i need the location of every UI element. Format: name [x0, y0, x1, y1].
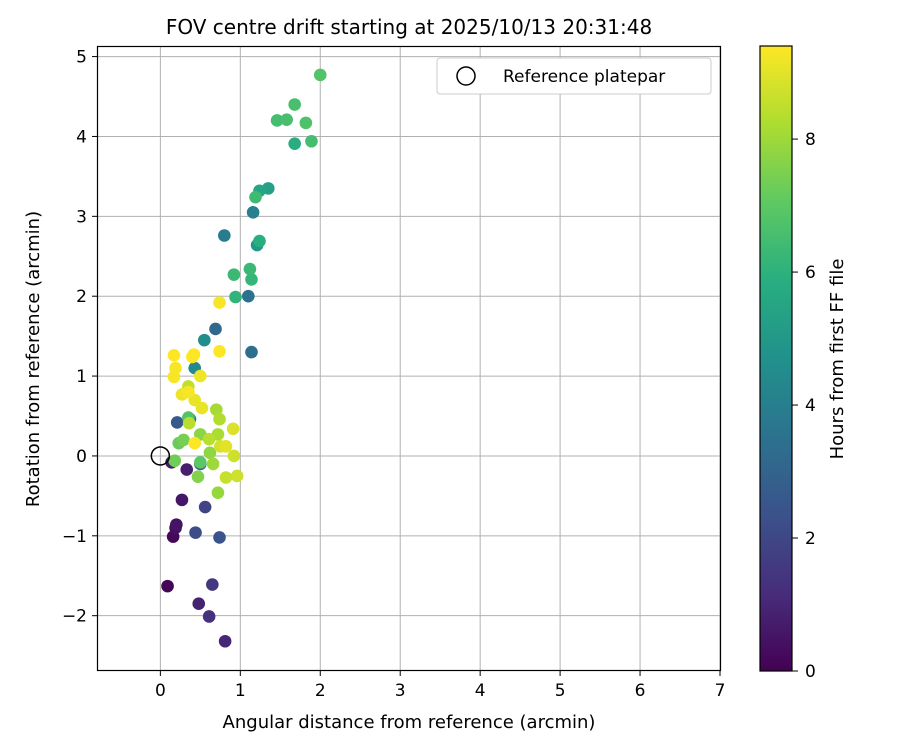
data-point [218, 634, 232, 648]
colorbar-tick-label: 4 [805, 396, 816, 416]
data-point [218, 229, 231, 242]
x-tick-label: 2 [315, 681, 326, 701]
y-axis-label: Rotation from reference (arcmin) [23, 211, 44, 507]
data-point [249, 190, 262, 204]
data-point [246, 206, 260, 219]
reference-platepar-marker [150, 446, 171, 466]
data-point [198, 500, 212, 514]
data-point [211, 486, 225, 499]
colorbar-tick-label: 8 [805, 130, 816, 150]
x-tick-label: 5 [555, 681, 566, 701]
data-point [170, 416, 184, 429]
colorbar-gradient [759, 45, 793, 672]
colorbar: 0 2 4 6 8 Hours from first FF file [759, 45, 848, 682]
data-point [299, 116, 313, 130]
data-point [168, 454, 182, 468]
data-point [169, 361, 182, 375]
plot-frame [96, 45, 722, 672]
x-tick-label: 7 [715, 681, 726, 701]
data-point [191, 470, 205, 484]
data-point [226, 422, 240, 436]
data-point [210, 403, 223, 416]
data-point [213, 296, 226, 309]
data-point [270, 114, 284, 127]
y-axis-ticks: −2 −1 0 1 2 3 4 5 [62, 48, 98, 627]
legend-box [436, 57, 712, 95]
data-point [189, 526, 202, 539]
y-tick-label: −2 [62, 607, 87, 627]
data-point [305, 134, 318, 148]
data-point [194, 456, 207, 469]
x-tick-label: 6 [635, 681, 646, 701]
data-point [188, 436, 202, 450]
y-tick-label: 4 [76, 127, 87, 147]
y-tick-label: 0 [76, 447, 87, 467]
data-point [192, 597, 206, 611]
colorbar-tick-label: 2 [805, 529, 816, 549]
data-point [219, 440, 233, 453]
y-tick-label: 3 [76, 207, 87, 227]
x-tick-label: 4 [475, 681, 486, 701]
data-point [182, 385, 195, 399]
data-point [175, 493, 189, 507]
data-point [288, 137, 301, 150]
data-point [187, 348, 201, 361]
data-point [206, 578, 219, 591]
data-point [167, 349, 181, 362]
data-point [198, 333, 211, 347]
y-tick-label: 2 [76, 287, 87, 307]
colorbar-tick-label: 6 [805, 263, 816, 283]
data-point [230, 469, 244, 483]
x-tick-label: 0 [155, 681, 166, 701]
data-point [180, 463, 194, 476]
data-point [245, 345, 258, 359]
data-point [227, 449, 241, 463]
data-point [219, 471, 233, 484]
data-points [161, 68, 327, 648]
x-tick-label: 1 [235, 681, 246, 701]
data-point [242, 289, 255, 303]
data-point [206, 457, 220, 471]
data-point [213, 412, 226, 426]
data-point [227, 268, 241, 281]
y-tick-label: 1 [76, 367, 87, 387]
data-point [170, 518, 183, 531]
colorbar-label: Hours from first FF file [827, 259, 848, 460]
data-point [313, 68, 327, 82]
data-point [209, 322, 222, 336]
colorbar-ticks: 0 2 4 6 8 [792, 130, 816, 682]
data-point [203, 446, 217, 460]
data-point [177, 433, 190, 447]
data-point [213, 345, 226, 358]
data-point [280, 113, 293, 126]
data-point [202, 432, 216, 446]
data-point [194, 369, 207, 383]
data-point [229, 290, 242, 304]
x-tick-label: 3 [395, 681, 406, 701]
data-point [253, 234, 266, 248]
data-point [245, 273, 258, 286]
x-axis-label: Angular distance from reference (arcmin) [223, 712, 596, 733]
data-point [161, 579, 174, 593]
data-point [243, 262, 257, 276]
legend-label: Reference platepar [503, 67, 665, 87]
x-axis-ticks: 0 1 2 3 4 5 6 7 [155, 670, 725, 701]
legend: Reference platepar [436, 57, 712, 95]
data-point [182, 416, 196, 430]
data-point [213, 531, 226, 544]
legend-marker [456, 66, 476, 86]
y-tick-label: 5 [76, 48, 87, 68]
chart-title: FOV centre drift starting at 2025/10/13 … [166, 15, 652, 39]
data-point [288, 98, 301, 111]
colorbar-tick-label: 0 [805, 662, 816, 682]
data-point [202, 610, 216, 623]
y-tick-label: −1 [62, 527, 87, 547]
data-point [195, 401, 209, 415]
